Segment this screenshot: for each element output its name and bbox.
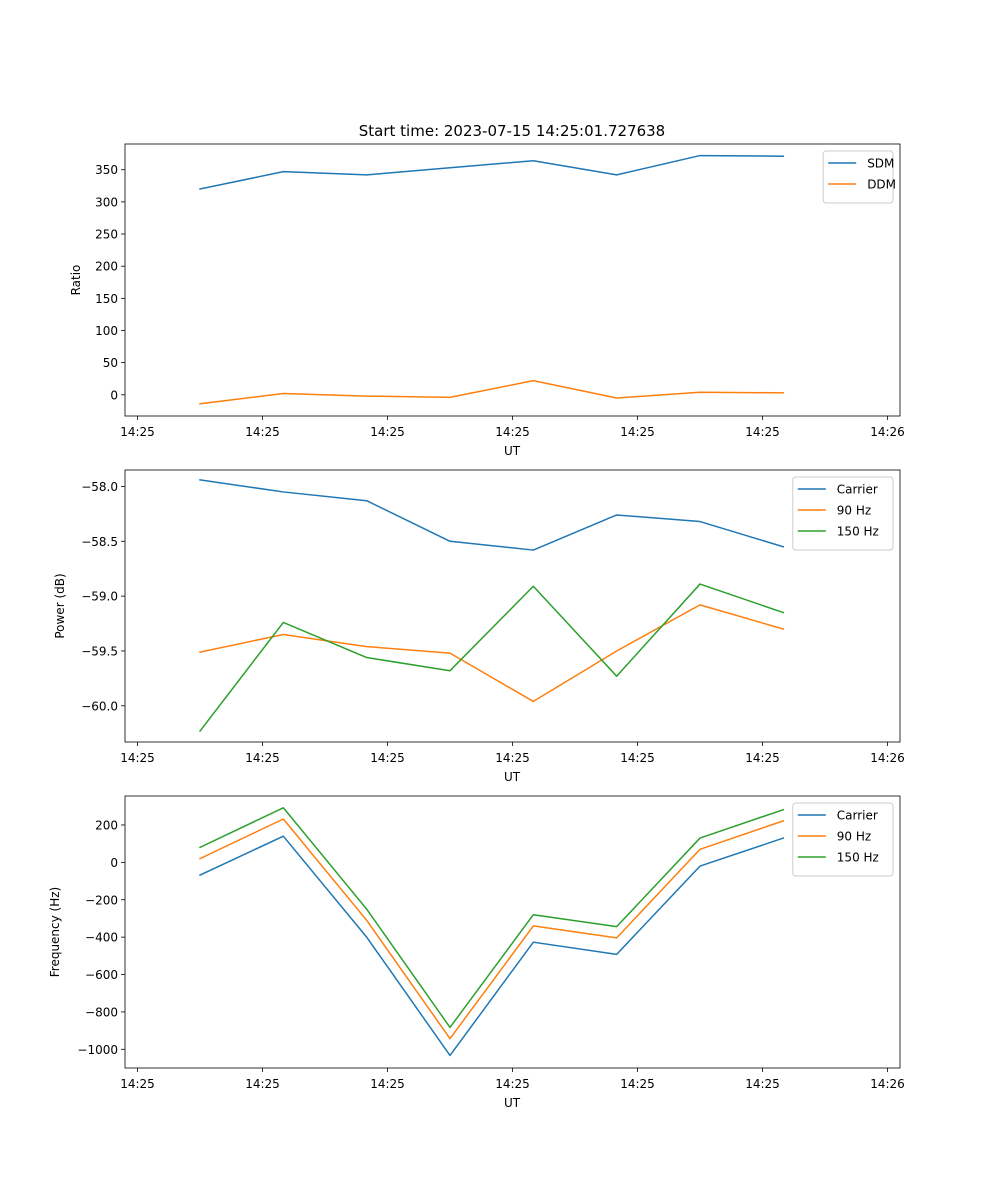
frequency-x-axis-label: UT (504, 1096, 521, 1110)
frequency-y-tick-label: −600 (85, 968, 118, 982)
ratio-series-line-0 (199, 154, 785, 190)
figure-title: Start time: 2023-07-15 14:25:01.727638 (359, 122, 665, 140)
ratio-x-tick-label: 14:25 (370, 425, 405, 439)
power-y-tick-label: −58.0 (81, 480, 118, 494)
ratio-x-tick-label: 14:25 (745, 425, 780, 439)
power-x-tick-label: 14:26 (870, 751, 905, 765)
frequency-series-line-2 (199, 807, 785, 1029)
frequency-x-tick-label: 14:26 (870, 1077, 905, 1091)
ratio-legend-label: SDM (867, 157, 894, 171)
power-series-line-0 (199, 479, 785, 551)
frequency-series-line-0 (199, 835, 785, 1057)
power-x-tick-label: 14:25 (245, 751, 280, 765)
power-x-tick-label: 14:25 (370, 751, 405, 765)
power-legend-label: 90 Hz (837, 504, 871, 518)
ratio-axes-frame (124, 143, 901, 417)
power-series-line-2 (198, 583, 785, 733)
frequency-series-line-1 (199, 818, 785, 1040)
frequency-y-tick-label: 0 (110, 856, 118, 870)
power-legend-label: Carrier (837, 483, 878, 497)
ratio-y-axis-label: Ratio (69, 265, 83, 296)
ratio-legend: SDM DDM (822, 150, 896, 204)
frequency-x-tick-label: 14:25 (370, 1077, 405, 1091)
frequency-panel: 14:25 14:25 14:25 14:25 14:25 14:25 14:26 −1000… (48, 795, 905, 1110)
frequency-y-tick-label: 200 (95, 818, 118, 832)
ratio-y-tick-label: 50 (103, 356, 118, 370)
power-legend: Carrier 90 Hz 150 Hz (792, 476, 894, 551)
frequency-axes-frame (124, 795, 901, 1069)
frequency-x-tick-label: 14:25 (120, 1077, 155, 1091)
frequency-legend-label: 90 Hz (837, 830, 871, 844)
power-y-tick-label: −60.0 (81, 699, 118, 713)
frequency-y-tick-label: −400 (85, 931, 118, 945)
ratio-legend-label: DDM (867, 178, 896, 192)
power-y-tick-label: −59.5 (81, 644, 118, 658)
ratio-y-tick-label: 150 (95, 292, 118, 306)
frequency-x-tick-label: 14:25 (745, 1077, 780, 1091)
frequency-legend: Carrier 90 Hz 150 Hz (792, 802, 894, 877)
power-y-axis-label: Power (dB) (53, 573, 67, 638)
power-x-tick-label: 14:25 (120, 751, 155, 765)
power-y-tick-label: −58.5 (81, 535, 118, 549)
frequency-y-tick-label: −1000 (77, 1043, 118, 1057)
frequency-x-tick-label: 14:25 (245, 1077, 280, 1091)
ratio-y-tick-label: 250 (95, 228, 118, 242)
ratio-legend-box (822, 150, 894, 204)
ratio-x-tick-label: 14:26 (870, 425, 905, 439)
frequency-legend-label: 150 Hz (837, 851, 879, 865)
ratio-x-tick-label: 14:25 (120, 425, 155, 439)
power-x-tick-label: 14:25 (745, 751, 780, 765)
ratio-y-tick-label: 300 (95, 195, 118, 209)
ratio-y-tick-label: 350 (95, 163, 118, 177)
ratio-y-tick-label: 200 (95, 260, 118, 274)
ratio-series-line-1 (199, 379, 785, 405)
ratio-x-tick-label: 14:25 (245, 425, 280, 439)
power-panel: 14:25 14:25 14:25 14:25 14:25 14:25 14:26 −60.0… (53, 469, 905, 784)
ratio-panel: 14:25 14:25 14:25 14:25 14:25 14:25 14:26 0 50 10… (69, 143, 905, 458)
ratio-x-tick-label: 14:25 (620, 425, 655, 439)
ratio-x-tick-label: 14:25 (495, 425, 530, 439)
power-x-axis-label: UT (504, 770, 521, 784)
power-y-tick-label: −59.0 (81, 590, 118, 604)
power-axes-frame (124, 469, 901, 743)
ratio-x-axis-label: UT (504, 444, 521, 458)
frequency-x-tick-label: 14:25 (495, 1077, 530, 1091)
ratio-y-tick-label: 100 (95, 324, 118, 338)
frequency-y-tick-label: −200 (85, 893, 118, 907)
power-x-tick-label: 14:25 (495, 751, 530, 765)
frequency-x-tick-label: 14:25 (620, 1077, 655, 1091)
frequency-legend-label: Carrier (837, 809, 878, 823)
power-x-tick-label: 14:25 (620, 751, 655, 765)
frequency-y-tick-label: −800 (85, 1005, 118, 1019)
power-legend-label: 150 Hz (837, 525, 879, 539)
ratio-y-tick-label: 0 (110, 388, 118, 402)
frequency-y-axis-label: Frequency (Hz) (48, 887, 62, 978)
subplots: 14:25 14:25 14:25 14:25 14:25 14:25 14:26 0 50 10… (48, 143, 905, 1110)
power-series-line-1 (199, 604, 785, 703)
